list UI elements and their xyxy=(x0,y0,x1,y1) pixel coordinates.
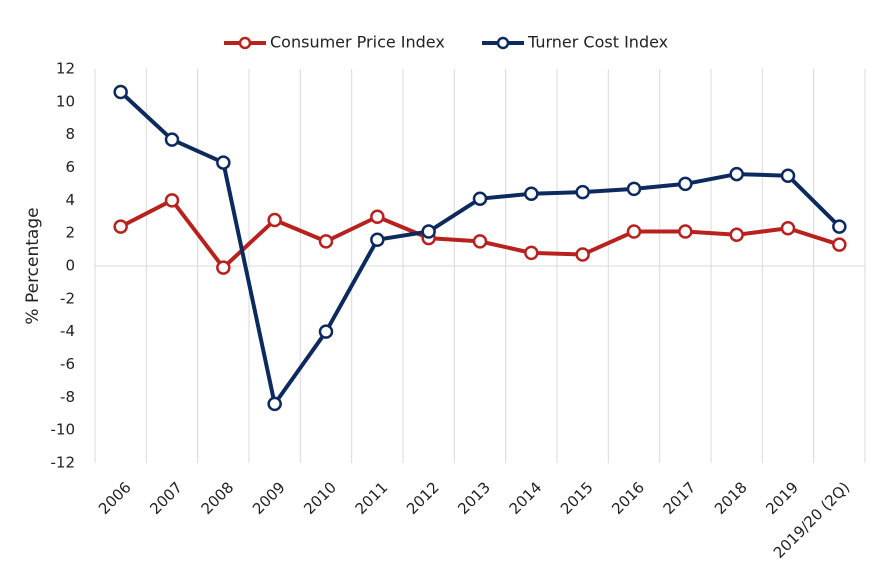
x-tick-label: 2016 xyxy=(608,478,648,518)
x-tick-label: 2009 xyxy=(249,478,289,518)
data-point xyxy=(370,209,385,224)
data-point xyxy=(524,186,539,202)
data-point xyxy=(370,232,385,247)
data-point xyxy=(678,224,693,239)
legend-marker xyxy=(496,36,510,50)
data-point xyxy=(729,227,744,243)
x-tick-label: 2011 xyxy=(352,478,392,518)
data-point xyxy=(575,184,590,200)
y-tick-label: 10 xyxy=(56,92,75,110)
data-point xyxy=(318,324,334,339)
x-tick-label: 2015 xyxy=(557,478,597,518)
y-tick-label: -6 xyxy=(60,355,75,373)
data-point xyxy=(626,224,642,239)
data-point xyxy=(729,166,744,182)
y-tick-label: -10 xyxy=(51,421,76,439)
legend-label: Turner Cost Index xyxy=(527,33,668,52)
data-point xyxy=(626,181,642,197)
data-point xyxy=(678,176,693,192)
data-point xyxy=(575,247,590,262)
x-tick-label: 2008 xyxy=(198,478,238,518)
data-point xyxy=(472,191,488,206)
data-point xyxy=(267,396,282,412)
y-axis-label: % Percentage xyxy=(23,207,43,324)
data-point xyxy=(267,212,282,228)
data-point xyxy=(216,155,231,170)
data-point xyxy=(216,260,231,275)
x-tick-label: 2010 xyxy=(300,478,340,518)
y-tick-label: 8 xyxy=(65,125,75,143)
data-point xyxy=(780,168,796,183)
y-tick-label: 0 xyxy=(65,257,75,275)
data-point xyxy=(524,245,539,261)
x-tick-label: 2018 xyxy=(711,478,751,518)
legend-label: Consumer Price Index xyxy=(270,33,445,52)
data-point xyxy=(421,224,436,239)
data-point xyxy=(780,220,796,236)
x-tick-label: 2006 xyxy=(95,478,135,518)
y-tick-label: 4 xyxy=(65,191,75,209)
data-point xyxy=(472,234,488,249)
x-tick-label: 2007 xyxy=(146,478,186,518)
data-point xyxy=(164,193,180,208)
data-point xyxy=(832,219,847,234)
x-tick-label: 2017 xyxy=(660,478,700,518)
y-tick-label: 12 xyxy=(56,60,75,78)
data-point xyxy=(318,234,334,249)
y-tick-label: -8 xyxy=(60,388,75,406)
data-point xyxy=(113,84,128,100)
y-tick-label: -4 xyxy=(60,322,75,340)
data-point xyxy=(832,237,847,252)
x-tick-label: 2013 xyxy=(454,478,494,518)
data-point xyxy=(164,132,180,147)
y-tick-label: 6 xyxy=(65,158,75,176)
y-tick-label: -2 xyxy=(60,289,75,307)
y-tick-label: 2 xyxy=(65,224,75,242)
x-tick-label: 2012 xyxy=(403,478,443,518)
data-point xyxy=(113,219,128,234)
y-tick-label: -12 xyxy=(51,454,76,472)
x-tick-label: 2014 xyxy=(506,478,546,518)
legend-marker xyxy=(238,36,252,50)
x-tick-label: 2019 xyxy=(762,478,802,518)
